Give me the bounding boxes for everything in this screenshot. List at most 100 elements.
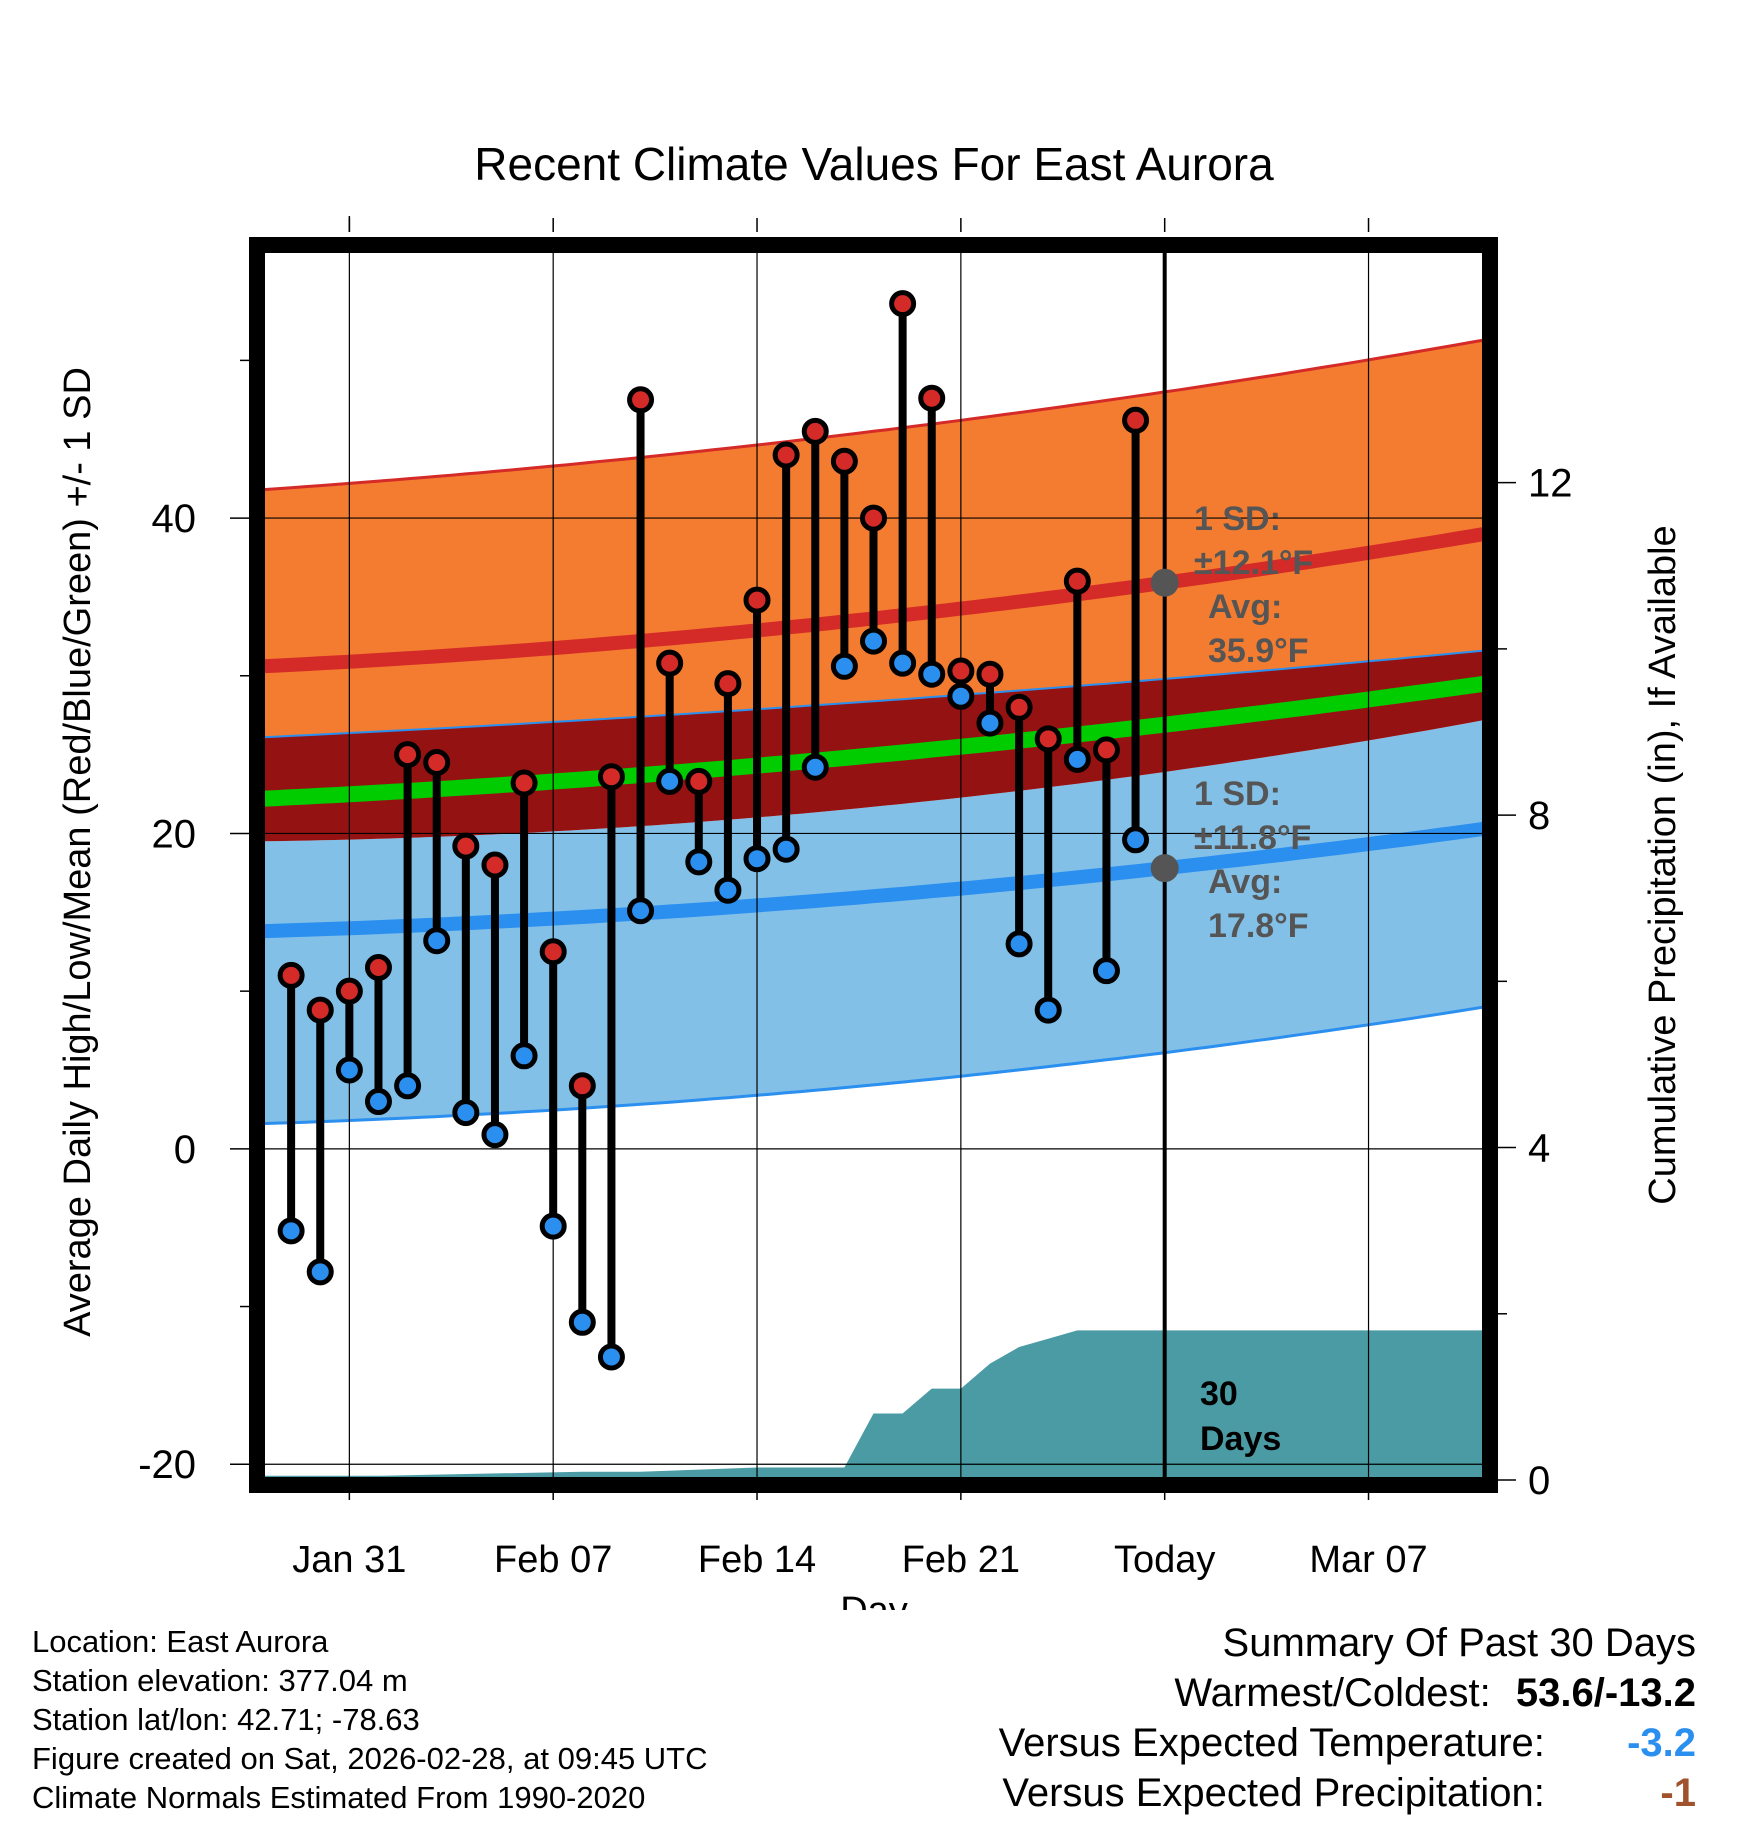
today-high-avg-marker — [1150, 568, 1179, 597]
daily-high-point — [510, 769, 538, 797]
daily-high-point — [889, 290, 917, 318]
daily-high-point — [656, 649, 684, 677]
climate-chart: Recent Climate Values For East Aurora 1 … — [57, 138, 1684, 1610]
temp-vs-expected-label: Versus Expected Temperature: — [998, 1721, 1545, 1765]
daily-low-point — [510, 1042, 538, 1070]
daily-high-point — [1122, 406, 1150, 434]
summary-title-row: Summary Of Past 30 Days — [999, 1618, 1696, 1668]
daily-low-point — [1092, 957, 1120, 985]
daily-high-point — [1063, 567, 1091, 595]
daily-high-point — [394, 741, 422, 769]
y2-tick-label: 8 — [1528, 794, 1550, 838]
daily-low-point — [685, 848, 713, 876]
normal-mean-line — [261, 675, 1487, 807]
daily-high-point — [1034, 725, 1062, 753]
low-sd-label: 1 SD: — [1194, 775, 1281, 813]
temp-vs-expected-value: -3.2 — [1627, 1721, 1696, 1765]
precip-vs-expected-label: Versus Expected Precipitation: — [1002, 1771, 1545, 1815]
summary-panel: Summary Of Past 30 Days Warmest/Coldest:… — [999, 1618, 1696, 1818]
daily-low-point — [394, 1072, 422, 1100]
daily-low-point — [306, 1258, 334, 1286]
window-label-line1: 30 — [1200, 1375, 1238, 1413]
daily-low-point — [889, 649, 917, 677]
daily-high-point — [1005, 693, 1033, 721]
summary-title: Summary Of Past 30 Days — [1222, 1621, 1696, 1665]
y2-tick-label: 4 — [1528, 1127, 1550, 1171]
daily-low-point — [830, 652, 858, 680]
y2-tick-label: 12 — [1528, 462, 1573, 506]
daily-high-point — [277, 961, 305, 989]
station-info: Location: East Aurora Station elevation:… — [32, 1622, 708, 1817]
low-avg-label: Avg: — [1208, 863, 1282, 901]
daily-low-point — [481, 1121, 509, 1149]
y-tick-label: -20 — [138, 1443, 196, 1487]
daily-high-point — [364, 954, 392, 981]
daily-high-point — [830, 447, 858, 475]
high-upper-edge-line — [261, 338, 1486, 492]
daily-low-point — [452, 1099, 480, 1127]
chart-title: Recent Climate Values For East Aurora — [474, 138, 1274, 190]
daily-high-point — [743, 586, 771, 614]
x-axis-label: Day — [840, 1590, 908, 1610]
y-axis-label: Average Daily High/Low/Mean (Red/Blue/Gr… — [57, 367, 99, 1337]
daily-low-point — [1063, 745, 1091, 773]
low-avg-value: 17.8°F — [1208, 907, 1309, 945]
y-tick-label: 20 — [152, 812, 197, 856]
daily-high-point — [423, 749, 451, 776]
precip-vs-expected-value: -1 — [1660, 1771, 1696, 1815]
daily-high-point — [801, 417, 829, 445]
daily-low-point — [539, 1212, 567, 1240]
daily-high-point — [568, 1072, 596, 1100]
daily-low-point — [772, 835, 800, 863]
daily-low-point — [597, 1343, 625, 1371]
daily-low-point — [1034, 996, 1062, 1024]
y-tick-label: 40 — [152, 497, 197, 541]
daily-low-point — [277, 1217, 305, 1245]
cumulative-precip-area — [262, 1330, 1485, 1480]
daily-low-point — [1005, 930, 1033, 958]
summary-temp-row: Versus Expected Temperature: -3.2 — [999, 1718, 1696, 1768]
info-location: Location: East Aurora — [32, 1624, 329, 1659]
mean-sd-band — [262, 650, 1485, 842]
mean-band-edge-line — [261, 649, 1486, 739]
info-normals: Climate Normals Estimated From 1990-2020 — [32, 1780, 646, 1815]
daily-low-point — [714, 876, 742, 904]
daily-high-point — [714, 670, 742, 698]
daily-high-point — [772, 441, 800, 469]
high-avg-value: 35.9°F — [1208, 632, 1309, 670]
info-elevation: Station elevation: 377.04 m — [32, 1663, 408, 1698]
y-tick-label: 0 — [174, 1128, 196, 1172]
daily-low-point — [364, 1088, 392, 1116]
x-tick-label: Mar 07 — [1309, 1539, 1427, 1581]
daily-high-point — [627, 386, 655, 414]
y2-axis-label: Cumulative Precipitation (in), If Availa… — [1642, 525, 1684, 1204]
daily-high-point — [1092, 736, 1120, 764]
daily-low-point — [335, 1056, 363, 1084]
daily-low-point — [976, 709, 1004, 737]
warm-cold-value: 53.6/-13.2 — [1515, 1671, 1696, 1715]
summary-precip-row: Versus Expected Precipitation: -1 — [999, 1768, 1696, 1818]
x-tick-label: Feb 07 — [494, 1539, 612, 1581]
daily-high-point — [539, 938, 567, 966]
summary-warm-cold-row: Warmest/Coldest: 53.6/-13.2 — [999, 1668, 1696, 1718]
daily-high-point — [597, 763, 625, 791]
daily-high-point — [947, 657, 975, 685]
y2-tick-label: 0 — [1528, 1459, 1550, 1503]
warm-cold-label: Warmest/Coldest: — [1174, 1671, 1491, 1715]
daily-high-point — [918, 384, 946, 412]
daily-high-point — [976, 660, 1004, 688]
x-tick-label: Feb 21 — [902, 1539, 1020, 1581]
x-tick-label: Today — [1114, 1539, 1215, 1581]
daily-low-point — [860, 627, 887, 655]
info-latlon: Station lat/lon: 42.71; -78.63 — [32, 1702, 420, 1737]
daily-low-point — [743, 845, 771, 873]
x-tick-label: Feb 14 — [698, 1539, 816, 1581]
today-low-avg-marker — [1150, 854, 1179, 883]
daily-high-point — [685, 767, 713, 795]
high-avg-label: Avg: — [1208, 588, 1282, 626]
high-sd-label: 1 SD: — [1194, 500, 1281, 538]
low-sd-value: ±11.8°F — [1194, 819, 1311, 857]
daily-high-point — [306, 996, 334, 1024]
daily-low-point — [627, 897, 655, 925]
daily-low-point — [656, 767, 684, 795]
